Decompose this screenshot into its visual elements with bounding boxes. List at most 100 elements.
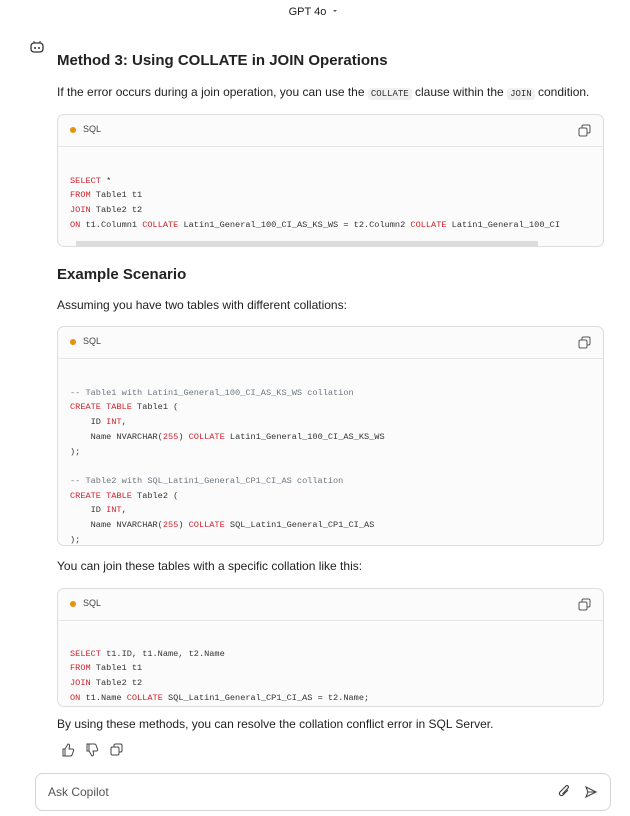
keyword: INT (106, 505, 122, 516)
dropdown-icon[interactable] (329, 7, 341, 15)
language: SQL (83, 598, 102, 608)
code-text: ) (178, 520, 189, 531)
code-text: Table2 t2 (90, 678, 143, 689)
number: 255 (162, 520, 179, 531)
code-text: t1.Column1 (80, 219, 143, 230)
attach-button[interactable] (558, 785, 572, 799)
code-text: SQL_Latin1_General_CP1_CI_AS (224, 520, 375, 531)
keyword: INT (106, 417, 122, 428)
language: SQL (83, 336, 102, 346)
copilot-icon (30, 41, 44, 53)
code: -- Table1 with Latin1_General_100_CI_AS_… (58, 359, 603, 545)
keyword: ON (70, 692, 81, 703)
code-text: Table2 ( (131, 490, 179, 501)
code-line: JOIN Table2 t2 (70, 203, 591, 218)
code-block: SQL SELECT t1.ID, t1.Name, t2.Name FROM T… (57, 588, 604, 707)
text: clause within the (411, 85, 508, 99)
blank-line (70, 459, 591, 474)
subheading: Example Scenario (57, 266, 187, 283)
keyword: JOIN (70, 205, 91, 216)
code-text: Name NVARCHAR( (70, 431, 163, 442)
thumbs-up[interactable] (62, 743, 75, 757)
keyword: COLLATE (126, 692, 163, 703)
feedback-actions (62, 743, 123, 757)
code-line: ); (70, 446, 81, 457)
copy-button[interactable] (578, 598, 591, 611)
chat-input[interactable]: Ask Copilot (35, 773, 611, 811)
code-text: Table1 t1 (90, 663, 143, 674)
code-text: SQL_Latin1_General_CP1_CI_AS = t2.Name; (162, 692, 370, 703)
code-line: SELECT * (70, 174, 591, 189)
code-text: ID (70, 417, 107, 428)
keyword: COLLATE (410, 219, 447, 230)
keyword: JOIN (70, 678, 91, 689)
thumbs-down[interactable] (86, 743, 99, 757)
lang-dot (70, 339, 76, 345)
code-text: t1.Name (80, 692, 127, 703)
code-header: SQL (58, 589, 603, 621)
code-header: SQL (58, 115, 603, 147)
code-text: Latin1_General_100_CI_AS_KS_WS = t2.Colu… (178, 219, 411, 230)
code-line: CREATE TABLE Table2 ( (70, 489, 591, 504)
copy-message[interactable] (110, 743, 123, 756)
heading: Method 3: Using COLLATE in JOIN Operatio… (57, 52, 388, 69)
code-line: ID INT, (70, 503, 591, 518)
lang-dot (70, 601, 76, 607)
paragraph: Assuming you have two tables with differ… (57, 298, 347, 312)
text: If the error occurs during a join operat… (57, 85, 368, 99)
code-line: ); (70, 534, 81, 545)
keyword: COLLATE (188, 431, 225, 442)
keyword: FROM (70, 663, 91, 674)
code-text: Name NVARCHAR( (70, 520, 163, 531)
code-text: Table1 ( (131, 402, 179, 413)
number: 255 (162, 431, 179, 442)
code-text: , (121, 417, 127, 428)
scrollbar[interactable] (58, 239, 603, 246)
code-line: FROM Table1 t1 (70, 661, 591, 676)
send-button[interactable] (584, 785, 598, 799)
code-block: SQL SELECT * FROM Table1 t1 JOIN Table2 t2… (57, 114, 604, 247)
keyword: ON (70, 219, 81, 230)
code-text: Latin1_General_100_CI (446, 219, 560, 230)
code-line: Name NVARCHAR(255) COLLATE SQL_Latin1_Ge… (70, 518, 591, 533)
paragraph: By using these methods, you can resolve … (57, 717, 494, 731)
scroll-thumb[interactable] (76, 240, 538, 246)
language: SQL (83, 124, 102, 134)
code-text: Table2 t2 (90, 205, 143, 216)
comment: -- Table1 with Latin1_General_100_CI_AS_… (70, 387, 354, 398)
code-line: CREATE TABLE Table1 ( (70, 400, 591, 415)
code-line: JOIN Table2 t2 (70, 676, 591, 691)
keyword: FROM (70, 190, 91, 201)
comment: -- Table2 with SQL_Latin1_General_CP1_CI… (70, 475, 344, 486)
intro: If the error occurs during a join operat… (57, 85, 590, 100)
code-line: Name NVARCHAR(255) COLLATE Latin1_Genera… (70, 430, 591, 445)
keyword: SELECT (70, 648, 101, 659)
keyword: COLLATE (142, 219, 179, 230)
keyword: CREATE TABLE (70, 402, 132, 413)
code: SELECT t1.ID, t1.Name, t2.Name FROM Table… (58, 621, 603, 706)
code-text: ID (70, 505, 107, 516)
code-header: SQL (58, 327, 603, 359)
code-text: Latin1_General_100_CI_AS_KS_WS (224, 431, 385, 442)
code-line: ID INT, (70, 415, 591, 430)
model-selector[interactable]: GPT 4o (0, 6, 630, 18)
input-placeholder[interactable]: Ask Copilot (48, 785, 109, 799)
code-block: SQL -- Table1 with Latin1_General_100_CI… (57, 326, 604, 546)
code-text: t1.ID, t1.Name, t2.Name (100, 648, 225, 659)
paragraph: You can join these tables with a specifi… (57, 559, 363, 573)
code-text: , (121, 505, 127, 516)
code-text: Table1 t1 (90, 190, 143, 201)
text: condition. (534, 85, 590, 99)
copy-button[interactable] (578, 336, 591, 349)
code-line: ON t1.Column1 COLLATE Latin1_General_100… (70, 218, 591, 233)
copy-button[interactable] (578, 124, 591, 137)
keyword: CREATE TABLE (70, 490, 132, 501)
model-name[interactable]: GPT 4o (288, 6, 327, 18)
inline-code: COLLATE (367, 88, 412, 100)
code-line: ON t1.Name COLLATE SQL_Latin1_General_CP… (70, 691, 591, 706)
code-line: FROM Table1 t1 (70, 188, 591, 203)
code-line: SELECT t1.ID, t1.Name, t2.Name (70, 647, 591, 662)
code-text: ) (178, 431, 189, 442)
code: SELECT * FROM Table1 t1 JOIN Table2 t2 ON t… (58, 147, 603, 239)
